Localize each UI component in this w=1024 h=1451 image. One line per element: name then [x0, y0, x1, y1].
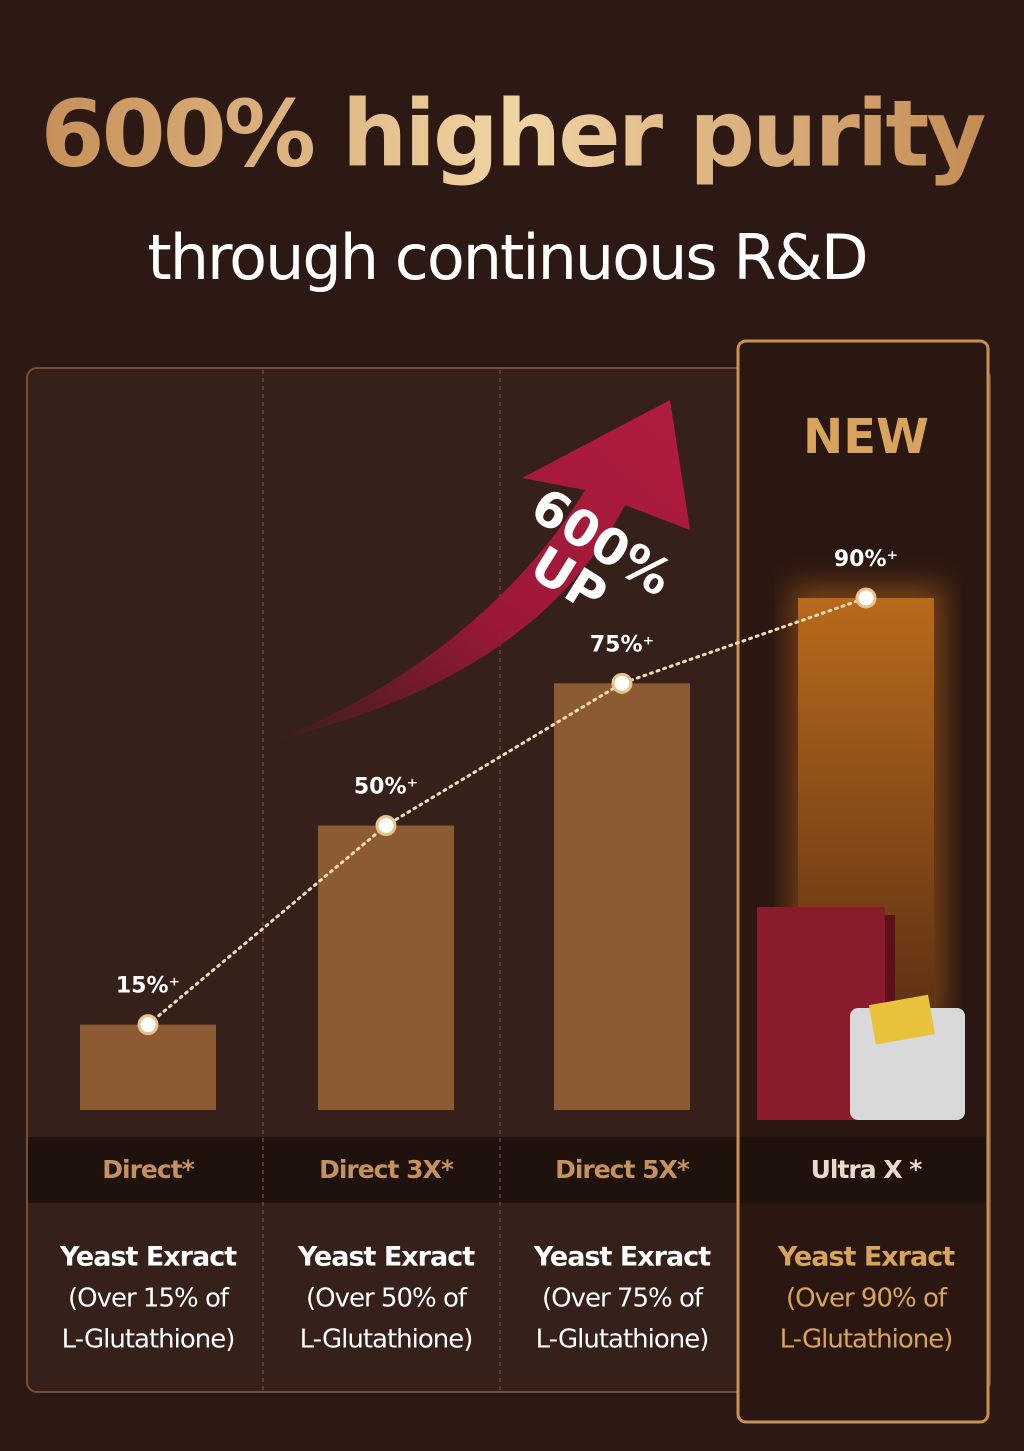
description: Yeast Exract — [777, 1242, 955, 1273]
description: Yeast Exract — [533, 1242, 711, 1273]
data-point — [137, 1014, 159, 1036]
trend-line — [146, 596, 868, 1027]
category-label: Direct* — [102, 1155, 194, 1184]
description: (Over 15% of — [68, 1284, 230, 1314]
description: Yeast Exract — [59, 1242, 237, 1273]
description: L-Glutathione) — [780, 1325, 953, 1355]
bar — [554, 683, 690, 1110]
description: (Over 90% of — [786, 1284, 948, 1314]
subtitle: through continuous R&D — [147, 221, 866, 294]
description: (Over 50% of — [306, 1284, 468, 1314]
category-label: Direct 5X* — [555, 1155, 690, 1184]
description: Yeast Exract — [297, 1242, 475, 1273]
arrow — [268, 400, 690, 742]
description: (Over 75% of — [542, 1284, 704, 1314]
category-label: Direct 3X* — [319, 1155, 454, 1184]
description: L-Glutathione) — [536, 1325, 709, 1355]
product — [757, 907, 965, 1120]
category-label: Ultra X * — [811, 1155, 923, 1184]
data-point — [611, 672, 633, 694]
description: L-Glutathione) — [62, 1325, 235, 1355]
value-label: 75%⁺ — [590, 632, 654, 657]
bar — [80, 1024, 216, 1110]
product-strip — [868, 994, 935, 1045]
badge: NEW — [803, 409, 929, 465]
data-point — [855, 587, 877, 609]
value-label: 90%⁺ — [834, 547, 898, 572]
bar — [318, 825, 454, 1110]
data-point — [375, 815, 397, 837]
title: 600% higher purity — [41, 80, 986, 187]
value-label: 15%⁺ — [116, 974, 180, 999]
dividers — [262, 370, 501, 1390]
description: L-Glutathione) — [300, 1325, 473, 1355]
category-band — [740, 1137, 986, 1203]
value-label: 50%⁺ — [354, 775, 418, 800]
